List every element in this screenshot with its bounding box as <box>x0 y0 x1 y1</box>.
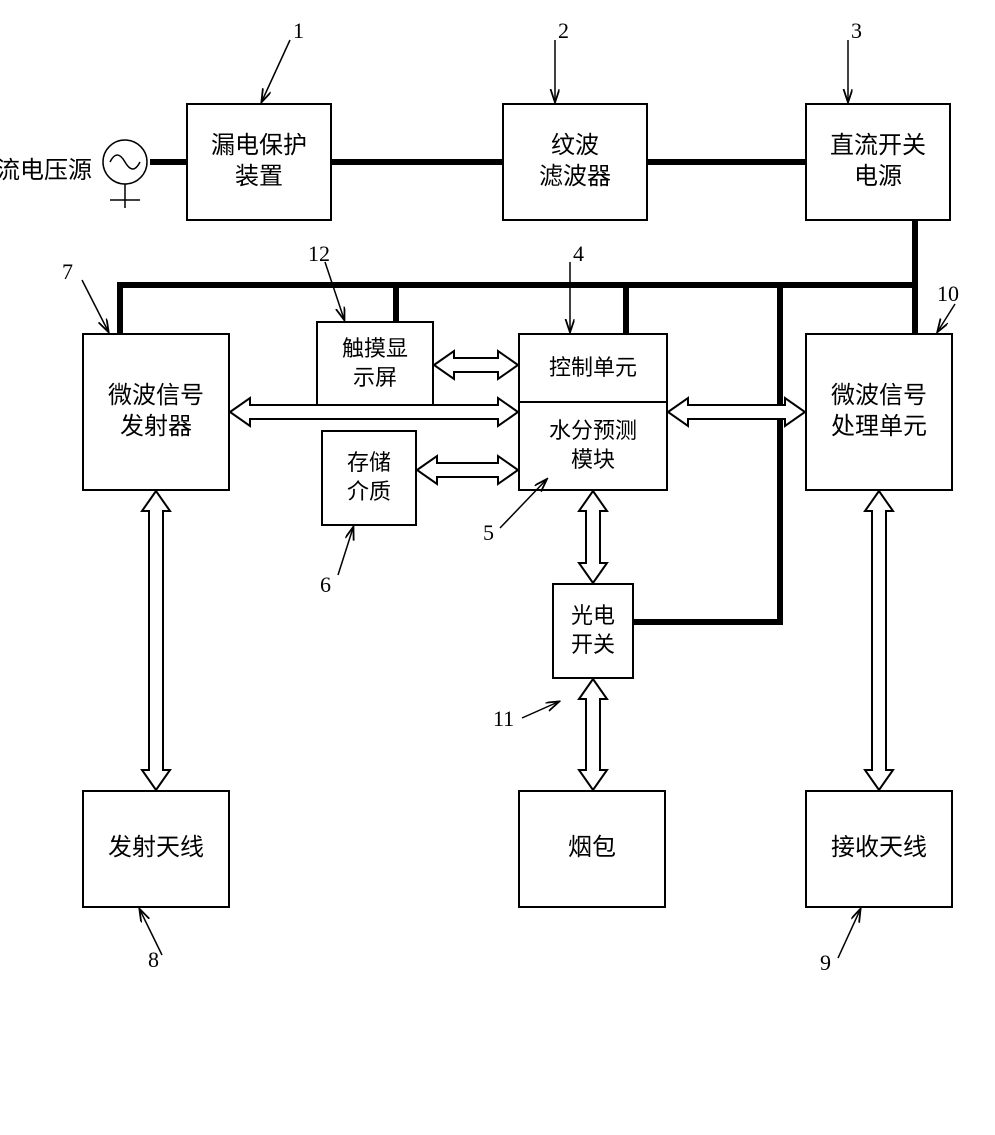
box-ripple-filter: 纹波滤波器 <box>502 103 648 221</box>
num-12: 12 <box>308 241 330 267</box>
num-1: 1 <box>293 18 304 44</box>
num-3: 3 <box>851 18 862 44</box>
box-control-unit: 控制单元 <box>518 333 668 403</box>
num-9: 9 <box>820 950 831 976</box>
num-4: 4 <box>573 241 584 267</box>
ac-source-label: 交流电压源 <box>0 150 102 185</box>
box-moisture-predict: 水分预测模块 <box>518 401 668 491</box>
box-leakage-protection: 漏电保护装置 <box>186 103 332 221</box>
num-5: 5 <box>483 520 494 546</box>
num-6: 6 <box>320 572 331 598</box>
num-2: 2 <box>558 18 569 44</box>
ac-source-symbol <box>100 130 995 1135</box>
box-cigarette-pack: 烟包 <box>518 790 666 908</box>
box-microwave-emitter: 微波信号发射器 <box>82 333 230 491</box>
num-7: 7 <box>62 259 73 285</box>
box-microwave-processor: 微波信号处理单元 <box>805 333 953 491</box>
num-10: 10 <box>937 281 959 307</box>
box-storage-medium: 存储介质 <box>321 430 417 526</box>
num-11: 11 <box>493 706 514 732</box>
box-dc-power: 直流开关电源 <box>805 103 951 221</box>
num-8: 8 <box>148 947 159 973</box>
box-tx-antenna: 发射天线 <box>82 790 230 908</box>
box-touch-display: 触摸显示屏 <box>316 321 434 407</box>
box-photo-switch: 光电开关 <box>552 583 634 679</box>
box-rx-antenna: 接收天线 <box>805 790 953 908</box>
